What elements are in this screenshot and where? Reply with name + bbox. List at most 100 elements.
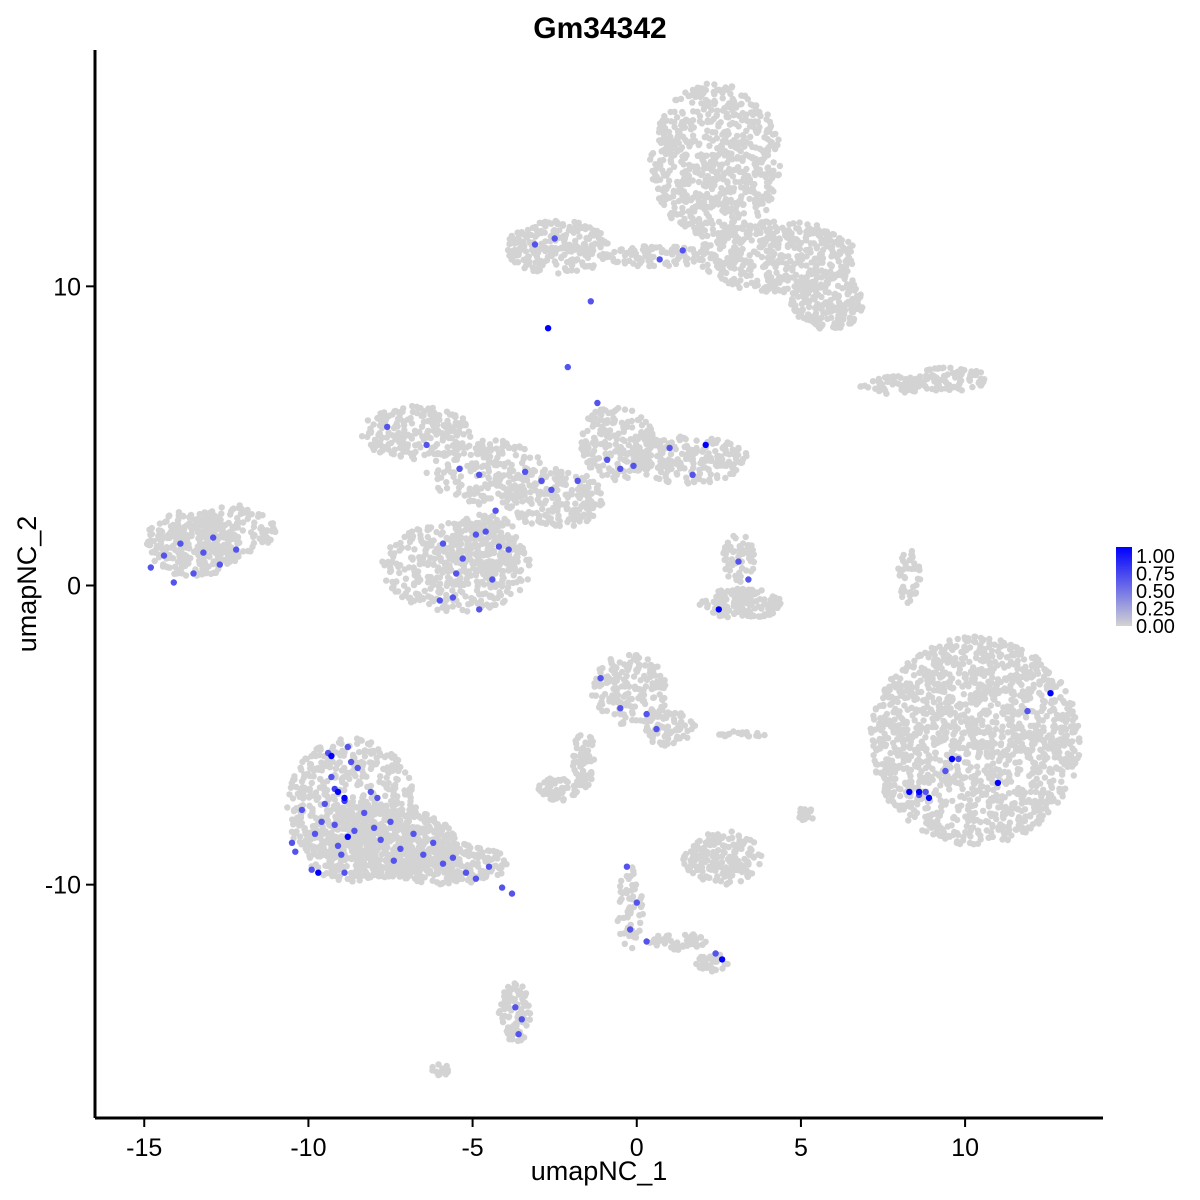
background-cell bbox=[463, 515, 470, 522]
background-cell bbox=[255, 511, 262, 518]
background-cell bbox=[219, 548, 226, 556]
background-cell bbox=[562, 475, 569, 482]
background-cell bbox=[675, 130, 682, 137]
background-cell bbox=[803, 262, 810, 269]
background-cell bbox=[147, 531, 154, 539]
background-cell bbox=[689, 86, 697, 94]
background-cell bbox=[818, 305, 825, 313]
background-cell bbox=[981, 376, 988, 383]
background-cell bbox=[214, 523, 221, 530]
background-cell bbox=[634, 467, 641, 474]
background-cell bbox=[895, 565, 902, 572]
background-cell bbox=[604, 442, 612, 449]
background-cell bbox=[521, 445, 528, 453]
background-cell bbox=[513, 252, 520, 259]
background-cell bbox=[1032, 788, 1040, 795]
background-cell bbox=[723, 112, 731, 119]
background-cell bbox=[576, 250, 583, 257]
background-cell bbox=[902, 560, 909, 567]
background-cell bbox=[713, 86, 721, 94]
background-cell bbox=[830, 322, 838, 329]
background-cell bbox=[758, 199, 765, 206]
background-cell bbox=[1029, 821, 1037, 828]
background-cell bbox=[589, 412, 596, 419]
background-cell bbox=[705, 466, 712, 473]
background-cell bbox=[523, 556, 530, 564]
background-cell bbox=[472, 460, 480, 467]
background-cell bbox=[1000, 829, 1007, 836]
background-cell bbox=[521, 514, 528, 522]
background-cell bbox=[776, 287, 784, 294]
background-cell bbox=[570, 517, 578, 524]
background-cell bbox=[594, 463, 602, 470]
background-cell bbox=[727, 470, 734, 478]
background-cell bbox=[234, 514, 241, 522]
background-cell bbox=[638, 422, 646, 429]
background-cell bbox=[763, 206, 770, 214]
background-cell bbox=[781, 227, 788, 234]
background-cell bbox=[729, 107, 736, 114]
background-cell bbox=[467, 451, 474, 459]
background-cell bbox=[674, 138, 681, 146]
background-cell bbox=[698, 100, 705, 107]
background-cell bbox=[452, 555, 459, 563]
background-cell bbox=[703, 80, 710, 88]
background-cell bbox=[636, 256, 643, 263]
background-cell bbox=[737, 550, 744, 558]
background-cell bbox=[496, 589, 503, 596]
background-cell bbox=[726, 121, 734, 128]
background-cell bbox=[979, 807, 987, 815]
background-cell bbox=[789, 265, 796, 272]
background-cell bbox=[665, 177, 673, 184]
background-cell bbox=[421, 587, 428, 595]
background-cell bbox=[473, 587, 481, 594]
background-cell bbox=[958, 387, 965, 394]
background-cell bbox=[696, 601, 703, 608]
background-cell bbox=[612, 406, 620, 414]
background-cell bbox=[174, 524, 181, 531]
background-cell bbox=[647, 452, 655, 459]
background-cell bbox=[718, 185, 725, 192]
background-cell bbox=[697, 248, 704, 256]
background-cell bbox=[803, 253, 810, 260]
background-cell bbox=[738, 168, 745, 175]
background-cell bbox=[700, 106, 707, 113]
background-cell bbox=[556, 227, 563, 234]
background-cell bbox=[894, 698, 901, 706]
background-cell bbox=[511, 564, 518, 571]
background-cell bbox=[414, 526, 421, 533]
background-cell bbox=[677, 95, 685, 103]
background-cell bbox=[508, 461, 515, 469]
background-cell bbox=[812, 264, 819, 271]
background-cell bbox=[767, 247, 775, 255]
background-cell bbox=[828, 314, 835, 321]
background-cell bbox=[191, 548, 198, 556]
background-cell bbox=[700, 159, 707, 166]
background-cell bbox=[738, 224, 745, 231]
background-cell bbox=[746, 550, 753, 557]
background-cell bbox=[405, 531, 412, 539]
background-cell bbox=[586, 464, 594, 471]
background-cell bbox=[706, 142, 713, 149]
background-cell bbox=[381, 562, 388, 569]
background-cell bbox=[589, 264, 596, 271]
background-cell bbox=[772, 130, 779, 138]
background-cell bbox=[170, 529, 177, 536]
background-cell bbox=[974, 796, 982, 803]
background-cell bbox=[614, 444, 621, 452]
background-cell bbox=[915, 383, 922, 390]
background-cell bbox=[628, 417, 635, 425]
background-cell bbox=[732, 144, 739, 151]
background-cell bbox=[734, 154, 741, 161]
background-cell bbox=[498, 583, 506, 590]
background-cell bbox=[671, 119, 678, 126]
background-cell bbox=[754, 212, 762, 219]
background-cell bbox=[504, 532, 511, 539]
background-cell bbox=[719, 445, 726, 452]
background-cell bbox=[555, 512, 562, 519]
background-cell bbox=[804, 221, 811, 228]
background-cell bbox=[643, 471, 650, 478]
background-cell bbox=[767, 186, 775, 193]
background-cell bbox=[797, 239, 805, 247]
background-cell bbox=[522, 248, 530, 255]
